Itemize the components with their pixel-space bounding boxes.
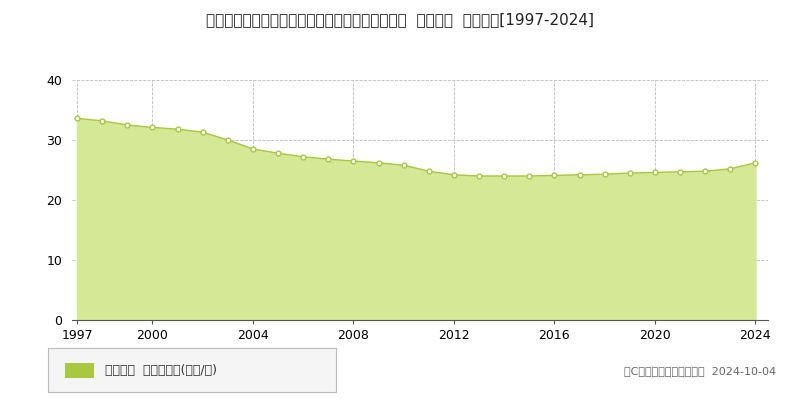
Bar (66, 362, 94, 378)
Text: 基準地価  平均坪単価(万円/坪): 基準地価 平均坪単価(万円/坪) (105, 364, 217, 376)
Text: （C）土地価格ドットコム  2024-10-04: （C）土地価格ドットコム 2024-10-04 (624, 366, 776, 376)
Text: 愛知県知多郡阿久比町大字卯坂字向山下１番３９  基準地価  地価推移[1997-2024]: 愛知県知多郡阿久比町大字卯坂字向山下１番３９ 基準地価 地価推移[1997-20… (206, 12, 594, 27)
